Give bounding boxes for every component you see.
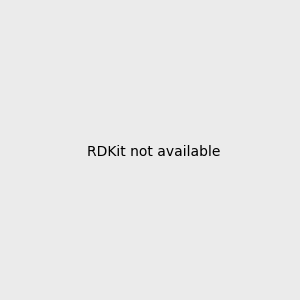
Text: RDKit not available: RDKit not available — [87, 145, 220, 158]
